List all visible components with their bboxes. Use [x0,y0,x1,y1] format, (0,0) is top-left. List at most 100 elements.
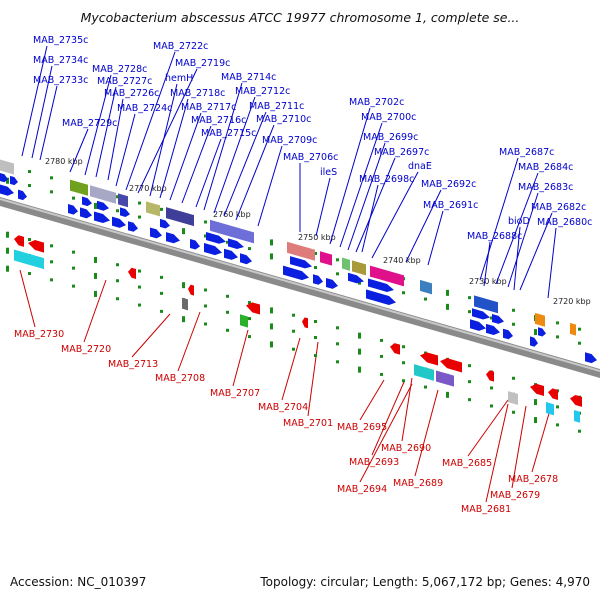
reverse-gene-arrow [14,235,24,247]
forward-gene-arrow [18,189,27,201]
leader-line [181,125,212,204]
leader-line [195,138,222,208]
annotation-box [0,159,14,175]
leader-line [531,409,551,473]
reverse-gene-arrow [28,240,44,253]
leader-line [307,341,319,417]
tick-mark [314,354,317,358]
forward-gene-arrow [166,232,180,244]
tick-mark [72,266,75,270]
leader-line [149,83,178,197]
leader-line [359,379,385,421]
gene-label-mab-2716c: MAB_2716c [191,115,246,126]
tick-mark [490,386,493,390]
gene-label-mab-2729c: MAB_2729c [62,118,117,129]
gene-label-mab-2708: MAB_2708 [155,373,205,384]
scale-label-2750: 2750 kbp [298,233,336,242]
tick-mark [116,195,119,199]
gene-label-mab-2688c: MAB_2688c [467,231,522,242]
leader-line [84,74,112,176]
tick-mark [468,398,471,402]
forward-gene-arrow [0,173,8,183]
tick-mark [116,279,119,283]
gene-label-mab-2699c: MAB_2699c [363,132,418,143]
tick-mark [358,332,361,339]
scale-label-2720: 2720 kbp [553,297,591,306]
tick-mark [28,272,31,276]
leader-line [405,189,442,263]
tick-mark [204,288,207,292]
tick-mark [446,289,449,296]
tick-mark [182,228,185,235]
leader-line [177,311,201,372]
gene-label-mab-2711c: MAB_2711c [249,101,304,112]
tick-mark [578,327,581,331]
tick-mark [226,240,229,244]
tick-mark [556,405,559,409]
gene-label-mab-2733c: MAB_2733c [33,75,88,86]
gene-label-mab-2700c: MAB_2700c [361,112,416,123]
scale-label-2760: 2760 kbp [213,210,251,219]
reverse-gene-arrow [548,388,558,400]
scale-label-2770: 2770 kbp [129,184,167,193]
gene-label-mab-2720: MAB_2720 [61,344,111,355]
leader-line [95,86,117,178]
tick-mark [578,429,581,433]
annotation-box [287,241,315,261]
leader-line [414,389,439,477]
tick-mark [160,275,163,279]
annotation-box [370,265,404,287]
forward-gene-arrow [128,221,138,232]
leader-line [485,403,509,503]
tick-mark [468,310,471,314]
tick-mark [468,296,471,300]
gene-label-mab-2683c: MAB_2683c [518,182,573,193]
leader-line [347,142,386,251]
tick-mark [490,404,493,408]
tick-mark [270,307,273,314]
tick-mark [314,320,317,324]
gene-label-mab-2678: MAB_2678 [508,474,558,485]
leader-line [39,85,58,161]
gene-label-biod: bioD [508,216,530,227]
gene-label-mab-2702c: MAB_2702c [349,97,404,108]
tick-mark [358,366,361,373]
annotation-box [182,297,188,311]
gene-label-mab-2735c: MAB_2735c [33,35,88,46]
forward-gene-arrow [492,314,504,324]
annotation-box [210,219,254,244]
annotation-box [420,279,432,295]
forward-gene-arrow [150,227,162,239]
tick-mark [446,391,449,398]
tick-mark [314,266,317,270]
tick-mark [50,278,53,282]
gene-label-mab-2717c: MAB_2717c [181,102,236,113]
reverse-gene-arrow [390,343,400,355]
leader-line [483,241,491,287]
gene-label-mab-2707: MAB_2707 [210,388,260,399]
tick-mark [226,328,229,332]
accession-text: Accession: NC_010397 [10,575,147,589]
forward-gene-arrow [486,323,500,336]
tick-mark [556,321,559,325]
annotation-box [352,260,366,276]
gene-label-mab-2680c: MAB_2680c [537,217,592,228]
annotation-box [320,251,332,266]
leader-line [361,184,379,253]
tick-mark [556,335,559,339]
tick-mark [490,316,493,320]
topology-text: Topology: circular; Length: 5,067,172 bp… [260,575,590,589]
reverse-gene-arrow [570,394,582,407]
gene-label-mab-2691c: MAB_2691c [423,200,478,211]
forward-gene-arrow [68,203,78,215]
annotation-box [436,370,454,387]
gene-label-mab-2710c: MAB_2710c [256,114,311,125]
forward-gene-arrow [160,218,170,229]
annotation-box [574,410,580,423]
tick-mark [72,250,75,254]
forward-gene-arrow [366,289,396,306]
leader-line [159,98,189,199]
annotation-box [118,193,128,208]
leader-line [427,210,444,266]
